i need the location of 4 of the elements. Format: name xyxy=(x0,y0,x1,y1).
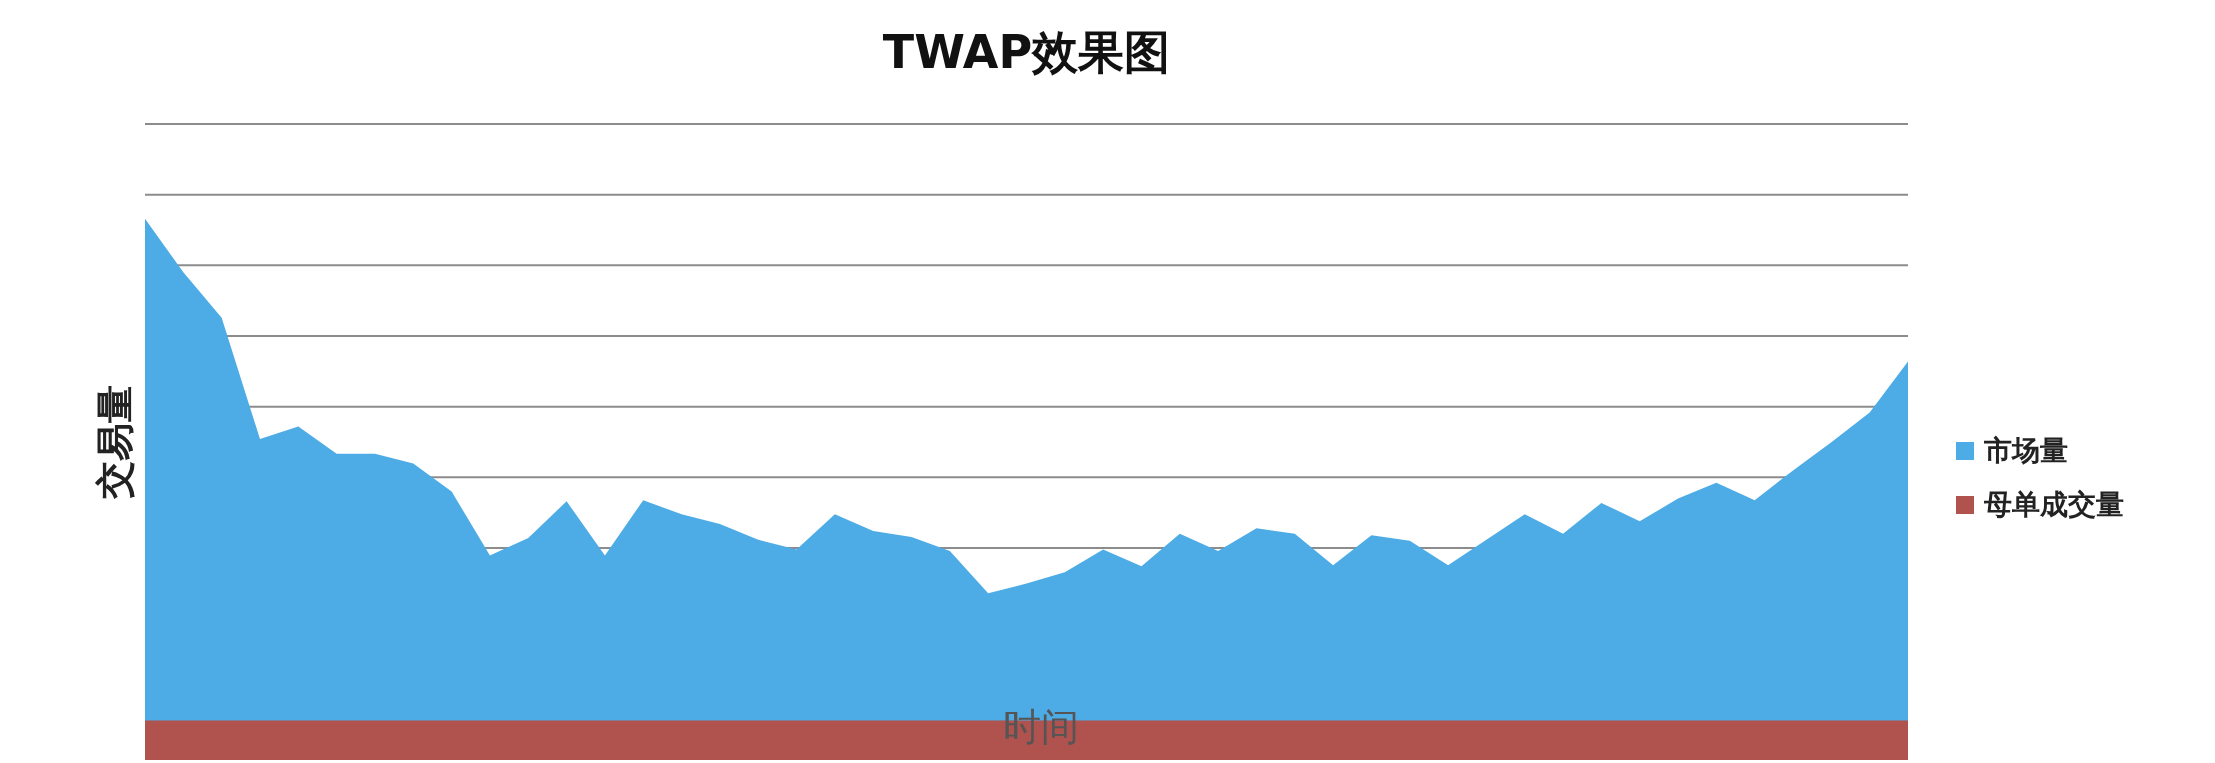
legend-label: 市场量 xyxy=(1983,434,2068,467)
y-axis-title: 交易量 xyxy=(92,385,137,500)
chart-title: TWAP效果图 xyxy=(882,25,1171,79)
legend-label: 母单成交量 xyxy=(1983,488,2124,521)
